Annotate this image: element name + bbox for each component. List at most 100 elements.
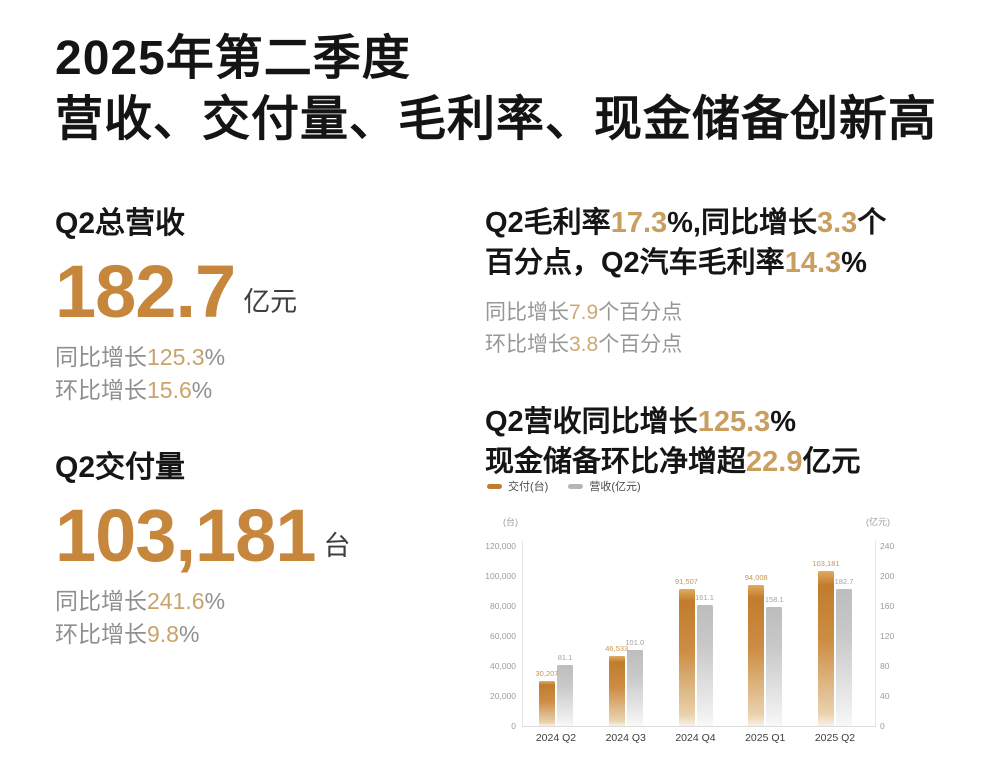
revenue-cash-heading: Q2营收同比增长125.3% 现金储备环比净增超22.9亿元 xyxy=(485,402,860,482)
left-axis-tick: 120,000 xyxy=(485,541,516,551)
text-segment: % xyxy=(841,247,867,280)
deliveries-bar-value-label: 30,207 xyxy=(535,668,559,678)
highlight-number: 7.9 xyxy=(569,301,599,325)
x-axis-category-label: 2025 Q2 xyxy=(814,732,856,744)
x-axis-line xyxy=(522,726,876,727)
stat-revenue-value-row: 182.7 亿元 xyxy=(55,253,298,331)
highlight-number: 3.3 xyxy=(816,207,858,239)
revenue-bar xyxy=(836,589,852,726)
revenue-bar xyxy=(696,605,713,726)
left-axis-line xyxy=(522,541,523,727)
text-segment: % xyxy=(770,406,797,438)
revenue-bar xyxy=(626,650,643,726)
text-segment: 同比增长 xyxy=(55,343,147,370)
highlight-number: 241.6 xyxy=(147,587,205,614)
stat-deliveries-value: 103,181 xyxy=(55,494,316,577)
revenue-bar xyxy=(557,665,573,726)
right-axis-tick: 0 xyxy=(880,721,885,731)
gross-margin-heading: Q2毛利率17.3%,同比增长3.3个 百分点，Q2汽车毛利率14.3% xyxy=(485,203,886,283)
text-segment: 环比增长 xyxy=(485,332,569,356)
deliveries-bar xyxy=(818,571,834,726)
left-axis-tick: 80,000 xyxy=(490,601,516,611)
stat-deliveries: Q2交付量 103,181 台 同比增长241.6% 环比增长9.8% xyxy=(55,442,351,652)
legend-item-revenue: 营收(亿元) xyxy=(568,478,641,494)
gross-margin-heading-line-1: Q2毛利率17.3%,同比增长3.3个 xyxy=(485,203,886,243)
stat-revenue-label: Q2总营收 xyxy=(55,207,186,240)
stat-revenue-yoy: 同比增长125.3% xyxy=(55,341,297,374)
highlight-number: 17.3 xyxy=(610,207,668,239)
page-title: 2025年第二季度 营收、交付量、毛利率、现金储备创新高 xyxy=(55,28,937,151)
stat-revenue-unit: 亿元 xyxy=(243,286,298,317)
right-axis-tick: 240 xyxy=(880,541,895,551)
text-segment: 个百分点 xyxy=(598,332,683,356)
x-axis-category-label: 2025 Q1 xyxy=(745,732,786,744)
deliveries-bar xyxy=(678,588,695,726)
right-axis-tick: 200 xyxy=(880,571,895,581)
left-axis-tick: 40,000 xyxy=(490,661,516,671)
revenue-bar xyxy=(766,607,783,726)
left-axis-tick: 20,000 xyxy=(490,691,516,701)
chart-legend: 交付(台) 营收(亿元) xyxy=(487,478,641,494)
stat-deliveries-yoy: 同比增长241.6% xyxy=(55,585,351,618)
deliveries-bar-value-label: 103,181 xyxy=(812,559,840,569)
text-segment: 同比增长 xyxy=(485,301,569,325)
revenue-cash-block: Q2营收同比增长125.3% 现金储备环比净增超22.9亿元 xyxy=(485,402,860,482)
legend-revenue-label: 营收(亿元) xyxy=(589,481,641,493)
revenue-bar-value-label: 161.1 xyxy=(695,593,714,603)
text-segment: 环比增长 xyxy=(55,377,147,404)
stat-deliveries-qoq: 环比增长9.8% xyxy=(55,618,351,651)
left-axis-tick: 60,000 xyxy=(490,631,516,641)
text-segment: % xyxy=(178,621,200,648)
title-line-1: 2025年第二季度 xyxy=(55,32,411,85)
text-segment: Q2毛利率 xyxy=(485,207,611,239)
highlight-number: 15.6 xyxy=(147,377,192,404)
stat-total-revenue: Q2总营收 182.7 亿元 同比增长125.3% 环比增长15.6% xyxy=(55,198,297,408)
text-segment: 亿元 xyxy=(802,446,861,479)
text-segment: % xyxy=(191,377,213,404)
text-segment: 百分点，Q2汽车毛利率 xyxy=(485,247,785,280)
deliveries-bar xyxy=(539,680,555,726)
text-segment: % xyxy=(204,587,226,614)
revenue-cash-heading-line-1: Q2营收同比增长125.3% xyxy=(485,402,860,442)
legend-item-deliveries: 交付(台) xyxy=(487,478,548,494)
left-axis-unit: (台) xyxy=(503,517,518,527)
deliveries-bar-value-label: 46,533 xyxy=(605,644,629,654)
right-axis-tick: 40 xyxy=(880,691,890,701)
legend-deliveries-label: 交付(台) xyxy=(508,481,549,493)
highlight-number: 14.3 xyxy=(784,247,842,280)
gross-margin-sublines: 同比增长7.9个百分点 环比增长3.8个百分点 xyxy=(485,297,886,360)
right-axis-tick: 160 xyxy=(880,601,895,611)
stat-revenue-deltas: 同比增长125.3% 环比增长15.6% xyxy=(55,341,297,408)
stat-deliveries-unit: 台 xyxy=(323,530,351,561)
gross-margin-heading-line-2: 百分点，Q2汽车毛利率14.3% xyxy=(485,243,886,283)
quarterly-bar-chart: (台) (亿元) 120,000 100,000 80,000 60,000 40,00… xyxy=(470,503,982,771)
highlight-number: 9.8 xyxy=(147,621,179,648)
x-axis-category-label: 2024 Q3 xyxy=(605,732,646,744)
deliveries-bar-value-label: 91,507 xyxy=(675,576,698,586)
title-line-2: 营收、交付量、毛利率、现金储备创新高 xyxy=(55,93,938,147)
right-axis-line xyxy=(875,541,876,727)
text-segment: 个百分点 xyxy=(598,301,683,325)
highlight-number: 125.3 xyxy=(147,343,205,370)
text-segment: 同比增长 xyxy=(55,587,147,614)
text-segment: Q2营收同比增长 xyxy=(485,406,698,438)
text-segment: 环比增长 xyxy=(55,621,147,648)
text-segment: 个 xyxy=(857,207,887,239)
x-axis-category-label: 2024 Q2 xyxy=(535,732,577,744)
revenue-swatch-icon xyxy=(568,483,584,489)
stat-deliveries-value-row: 103,181 台 xyxy=(55,494,351,577)
right-axis-tick: 80 xyxy=(880,661,890,671)
gross-margin-qoq: 环比增长3.8个百分点 xyxy=(485,329,886,361)
text-segment: % xyxy=(204,343,226,370)
revenue-bar-value-label: 101.0 xyxy=(625,638,645,648)
gross-margin-yoy: 同比增长7.9个百分点 xyxy=(485,297,886,329)
deliveries-bar xyxy=(608,656,625,726)
revenue-bar-value-label: 81.1 xyxy=(557,653,573,663)
highlight-number: 3.8 xyxy=(569,332,599,356)
stat-deliveries-label: Q2交付量 xyxy=(55,451,186,484)
right-axis-tick: 120 xyxy=(880,631,895,641)
left-axis-tick: 100,000 xyxy=(485,571,516,581)
text-segment: 现金储备环比净增超 xyxy=(485,446,747,479)
revenue-cash-heading-line-2: 现金储备环比净增超22.9亿元 xyxy=(485,442,860,482)
